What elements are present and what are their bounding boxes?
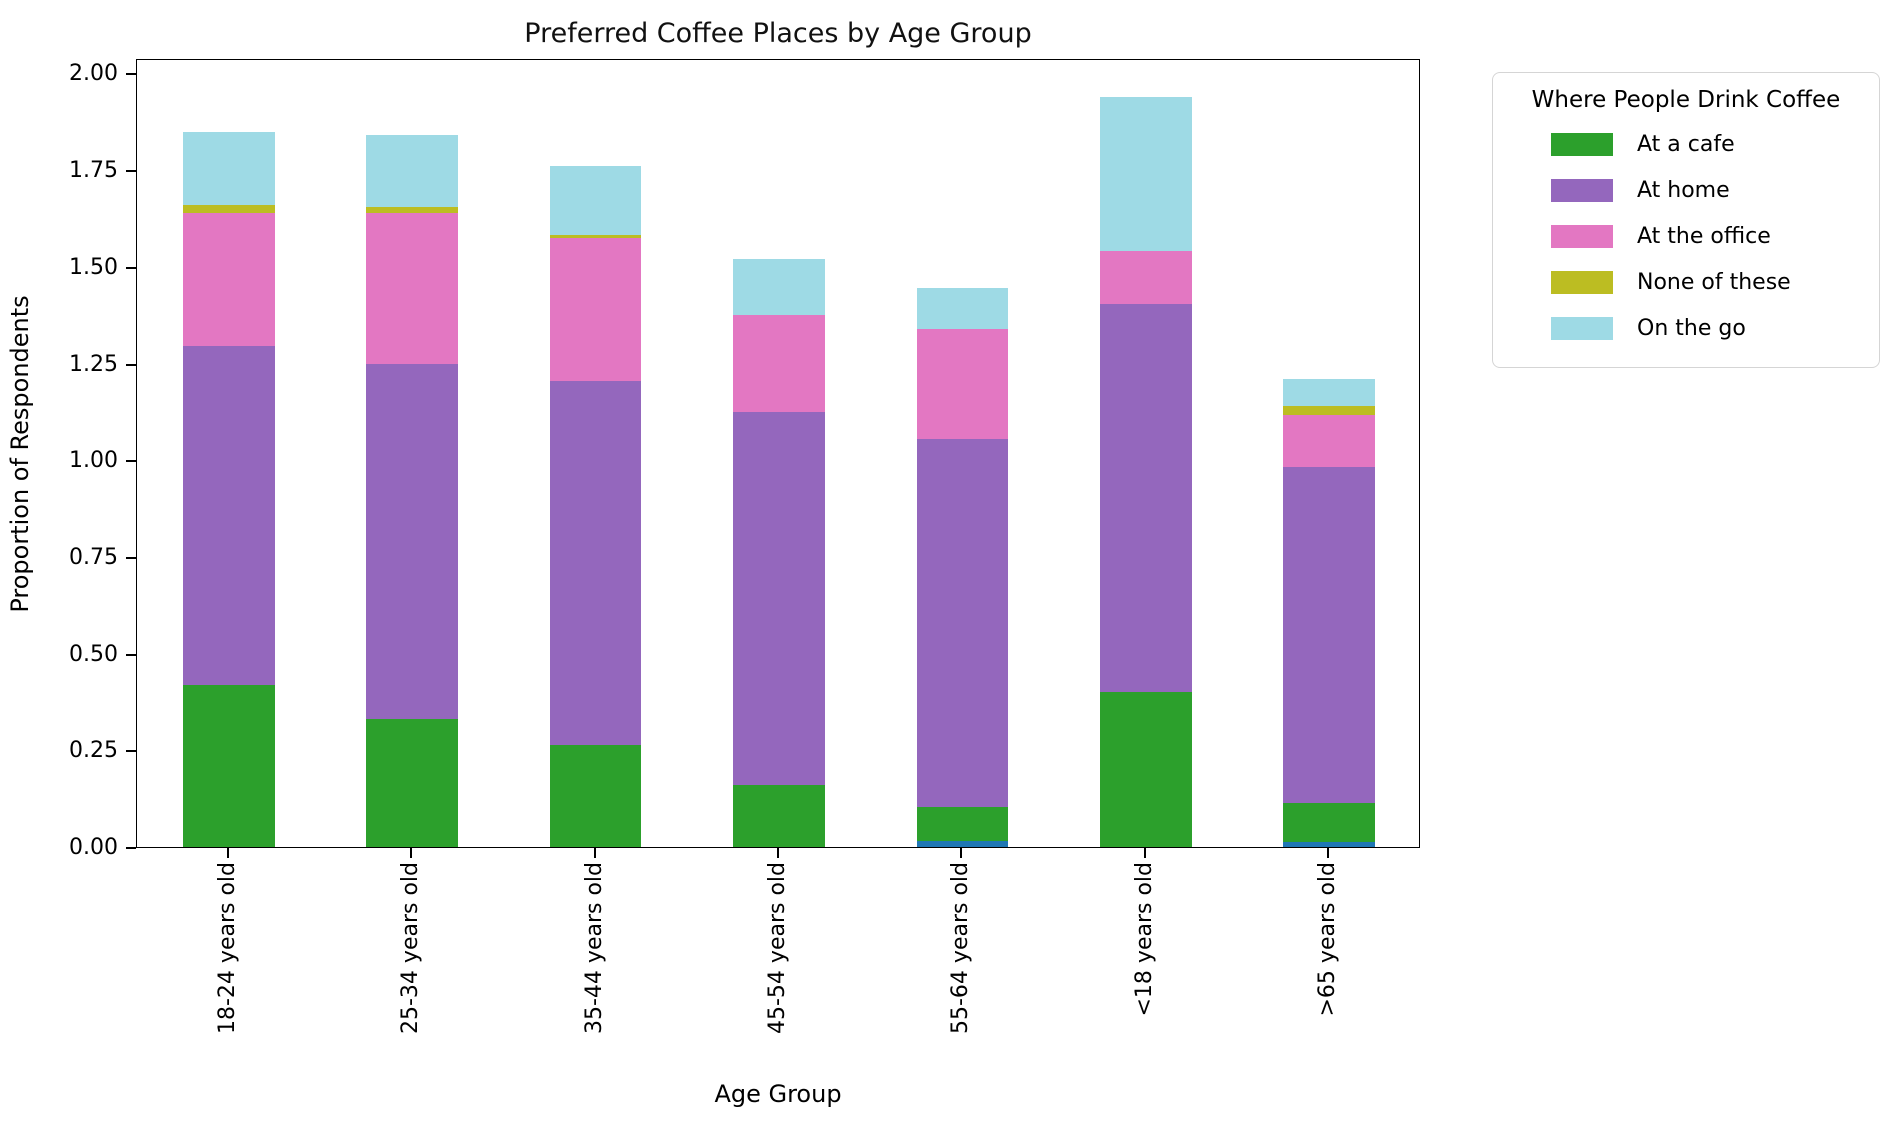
bar-segment bbox=[733, 785, 825, 847]
bar-segment bbox=[549, 744, 642, 847]
bar-segment bbox=[1283, 414, 1376, 467]
x-tick-label: 25-34 years old bbox=[398, 862, 424, 1034]
x-tick-mark bbox=[960, 848, 963, 858]
legend-swatch bbox=[1551, 132, 1613, 156]
legend-swatch bbox=[1551, 270, 1613, 294]
y-tick-mark bbox=[126, 460, 136, 463]
bar-segment bbox=[733, 411, 825, 786]
x-tick-mark bbox=[777, 848, 779, 858]
bar-segment bbox=[366, 212, 458, 364]
legend-swatch bbox=[1551, 224, 1613, 248]
y-tick-mark bbox=[126, 847, 136, 849]
legend-item: At a cafe bbox=[1511, 121, 1861, 167]
plot-area: Proportion of Respondents bbox=[6, 58, 1420, 848]
bar bbox=[182, 58, 275, 847]
y-tick-label: 0.00 bbox=[69, 835, 118, 860]
bar-segment bbox=[182, 212, 275, 347]
y-tick-label: 2.00 bbox=[69, 61, 118, 87]
y-tick-mark bbox=[126, 266, 136, 269]
legend: Where People Drink Coffee At a cafe At ho… bbox=[1492, 72, 1880, 368]
y-tick-label: 0.50 bbox=[69, 641, 118, 667]
x-tick-label: >65 years old bbox=[1315, 862, 1341, 1017]
x-tick-mark bbox=[593, 848, 596, 858]
legend-label: At the office bbox=[1637, 223, 1771, 249]
bar-segment bbox=[733, 315, 825, 412]
bar-segment bbox=[549, 234, 642, 238]
bar-segment bbox=[366, 135, 458, 207]
bar-segment bbox=[1100, 96, 1192, 252]
bar-segment bbox=[366, 206, 458, 213]
y-tick-label: 1.25 bbox=[69, 351, 118, 377]
x-tick-mark bbox=[410, 848, 413, 858]
y-axis-label: Proportion of Respondents bbox=[6, 294, 34, 613]
y-tick-mark bbox=[126, 363, 136, 366]
bar-segment bbox=[549, 237, 642, 381]
x-tick-label: 18-24 years old bbox=[214, 862, 240, 1034]
legend-label: At a cafe bbox=[1637, 131, 1735, 157]
bar-segment bbox=[1283, 803, 1376, 842]
bar-segment bbox=[1100, 692, 1192, 847]
bar bbox=[549, 58, 642, 847]
bar bbox=[1283, 58, 1376, 847]
x-tick-label: 55-64 years old bbox=[948, 862, 974, 1034]
bar-segment bbox=[182, 346, 275, 685]
bar-segment bbox=[916, 288, 1009, 329]
legend-label: At home bbox=[1637, 177, 1730, 203]
bar bbox=[1100, 58, 1192, 847]
bar-segment bbox=[366, 719, 458, 847]
x-tick-label: 35-44 years old bbox=[581, 862, 607, 1034]
chart-title: Preferred Coffee Places by Age Group bbox=[524, 18, 1032, 49]
legend-item: At the office bbox=[1511, 213, 1861, 259]
bar-segment bbox=[1283, 841, 1376, 847]
legend-item: On the go bbox=[1511, 305, 1861, 351]
legend-label: On the go bbox=[1637, 315, 1746, 341]
y-tick-mark bbox=[126, 653, 136, 656]
bar-segment bbox=[182, 204, 275, 213]
x-tick-label: <18 years old bbox=[1131, 862, 1157, 1017]
y-tick-label: 0.25 bbox=[69, 738, 118, 764]
y-tick-label: 1.50 bbox=[69, 254, 118, 280]
legend-item: At home bbox=[1511, 167, 1861, 213]
bar bbox=[916, 58, 1009, 847]
legend-item: None of these bbox=[1511, 259, 1861, 305]
y-tick-mark bbox=[126, 73, 136, 76]
y-tick-label: 1.00 bbox=[69, 448, 118, 474]
y-tick-mark bbox=[126, 750, 136, 753]
legend-swatch bbox=[1551, 316, 1613, 340]
y-tick-mark bbox=[126, 170, 136, 173]
bar-segment bbox=[1283, 466, 1376, 804]
legend-swatch bbox=[1551, 178, 1613, 202]
x-tick-mark bbox=[1327, 848, 1330, 858]
bar-segment bbox=[733, 259, 825, 316]
bar-segment bbox=[1100, 303, 1192, 693]
bar-segment bbox=[366, 363, 458, 720]
bar-segment bbox=[182, 684, 275, 847]
x-tick-mark bbox=[226, 848, 229, 858]
bar-segment bbox=[916, 438, 1009, 808]
bar-segment bbox=[549, 380, 642, 745]
bar bbox=[733, 58, 825, 847]
legend-items: At a cafe At home At the office None of the… bbox=[1511, 121, 1861, 351]
y-tick-label: 0.75 bbox=[69, 544, 118, 570]
y-tick-label: 1.75 bbox=[69, 158, 118, 184]
x-tick-mark bbox=[1143, 848, 1146, 858]
bar-segment bbox=[916, 328, 1009, 439]
bar bbox=[366, 58, 458, 847]
bar-segment bbox=[1100, 251, 1192, 304]
y-tick-mark bbox=[126, 556, 136, 559]
bar-segment bbox=[182, 131, 275, 205]
legend-title: Where People Drink Coffee bbox=[1531, 87, 1841, 113]
bar-segment bbox=[916, 840, 1009, 847]
x-axis-label: Age Group bbox=[714, 1080, 842, 1108]
x-tick-label: 45-54 years old bbox=[765, 862, 790, 1034]
bar-segment bbox=[1283, 379, 1376, 406]
bar-segment bbox=[916, 807, 1009, 841]
legend-label: None of these bbox=[1637, 269, 1791, 295]
bar-segment bbox=[549, 166, 642, 235]
bar-segment bbox=[1283, 405, 1376, 415]
